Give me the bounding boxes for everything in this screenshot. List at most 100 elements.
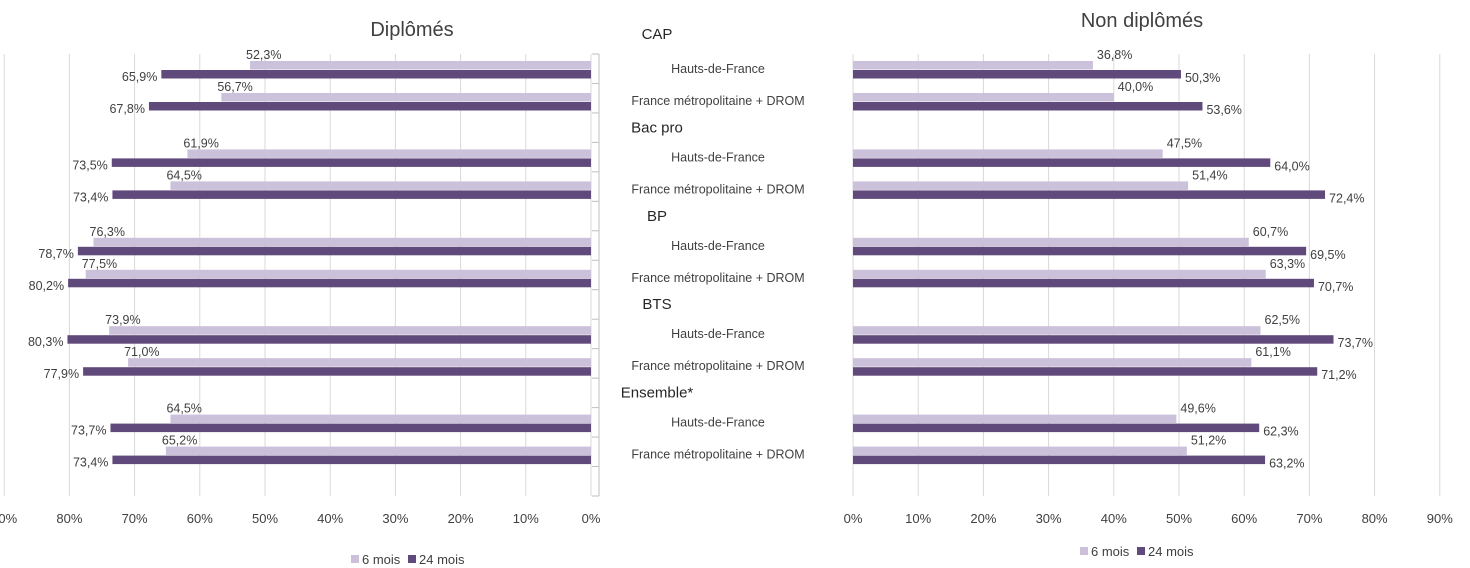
right-tick-label: 50% bbox=[1166, 511, 1192, 526]
left-value-label-24-mois: 67,8% bbox=[109, 102, 144, 116]
right-bar-24-mois bbox=[853, 246, 1307, 256]
right-value-label-24-mois: 72,4% bbox=[1329, 191, 1364, 205]
right-bar-24-mois bbox=[853, 102, 1203, 111]
left-tick-label: 10% bbox=[513, 511, 539, 526]
left-tick-label: 30% bbox=[382, 511, 408, 526]
left-bar-6-mois bbox=[85, 269, 591, 279]
category-label: Hauts-de-France bbox=[671, 239, 765, 253]
left-bar-6-mois bbox=[93, 237, 592, 247]
left-value-label-24-mois: 73,7% bbox=[71, 424, 106, 438]
right-bar-24-mois bbox=[853, 335, 1334, 344]
right-bar-24-mois bbox=[853, 158, 1271, 167]
legend-swatch-6-mois bbox=[351, 555, 359, 563]
right-value-label-24-mois: 50,3% bbox=[1185, 71, 1220, 85]
right-value-label-6-mois: 60,7% bbox=[1253, 225, 1288, 239]
left-tick-label: 70% bbox=[122, 511, 148, 526]
left-value-label-6-mois: 64,5% bbox=[166, 168, 201, 182]
legend-swatch-24-mois bbox=[1137, 547, 1145, 555]
left-value-label-6-mois: 77,5% bbox=[82, 257, 117, 271]
group-label: BTS bbox=[642, 296, 671, 313]
category-label: Hauts-de-France bbox=[671, 62, 765, 76]
left-value-label-24-mois: 73,4% bbox=[73, 456, 108, 470]
left-value-label-24-mois: 73,4% bbox=[73, 190, 108, 204]
left-bar-24-mois bbox=[161, 70, 591, 79]
left-value-label-6-mois: 71,0% bbox=[124, 345, 159, 359]
right-value-label-6-mois: 63,3% bbox=[1270, 257, 1305, 271]
legend-label-24-mois: 24 mois bbox=[419, 552, 465, 567]
right-value-label-6-mois: 62,5% bbox=[1265, 313, 1300, 327]
legend-right: 6 mois 24 mois bbox=[1080, 544, 1194, 559]
right-tick-label: 30% bbox=[1036, 511, 1062, 526]
legend-label-24-mois: 24 mois bbox=[1148, 544, 1194, 559]
right-tick-label: 80% bbox=[1362, 511, 1388, 526]
category-label: France métropolitaine + DROM bbox=[631, 182, 804, 196]
right-bar-24-mois bbox=[853, 423, 1260, 433]
left-bar-6-mois bbox=[128, 358, 591, 367]
right-bar-6-mois bbox=[853, 181, 1189, 190]
right-value-label-6-mois: 51,4% bbox=[1192, 168, 1227, 182]
right-bar-24-mois bbox=[853, 278, 1314, 288]
left-value-label-24-mois: 65,9% bbox=[122, 70, 157, 84]
legend-left: 6 mois 24 mois bbox=[351, 552, 465, 567]
right-value-label-24-mois: 64,0% bbox=[1274, 159, 1309, 173]
legend-swatch-6-mois bbox=[1080, 547, 1088, 555]
legend-label-6-mois: 6 mois bbox=[362, 552, 401, 567]
left-bar-6-mois bbox=[170, 414, 591, 424]
right-bar-6-mois bbox=[853, 237, 1249, 247]
right-chart-title: Non diplômés bbox=[1081, 10, 1203, 32]
right-bar-6-mois bbox=[853, 149, 1163, 158]
left-value-label-24-mois: 73,5% bbox=[72, 158, 107, 172]
value-labels: 52,3% 65,9% 36,8% 50,3% 56,7% 67,8% 40,0% 53,6%… bbox=[28, 48, 1373, 471]
left-bar-24-mois bbox=[77, 246, 592, 256]
left-bar-24-mois bbox=[148, 102, 591, 111]
left-bar-24-mois bbox=[67, 335, 592, 344]
category-label: France métropolitaine + DROM bbox=[631, 271, 804, 285]
right-bar-6-mois bbox=[853, 269, 1266, 279]
left-bar-6-mois bbox=[109, 326, 591, 335]
right-bar-24-mois bbox=[853, 455, 1266, 465]
left-bar-6-mois bbox=[170, 181, 591, 190]
left-bar-24-mois bbox=[112, 190, 591, 199]
left-bar-24-mois bbox=[110, 423, 591, 433]
legend-label-6-mois: 6 mois bbox=[1091, 544, 1130, 559]
left-bar-6-mois bbox=[187, 149, 592, 158]
category-axis: CAP Hauts-de-France France métropolitaine … bbox=[592, 26, 805, 497]
right-bar-6-mois bbox=[853, 358, 1252, 367]
left-bar-24-mois bbox=[112, 455, 591, 465]
left-bar-6-mois bbox=[250, 61, 591, 70]
left-tick-label: 40% bbox=[317, 511, 343, 526]
right-tick-label: 40% bbox=[1101, 511, 1127, 526]
left-value-label-24-mois: 77,9% bbox=[44, 367, 79, 381]
left-bar-24-mois bbox=[83, 367, 591, 376]
left-tick-label: 0% bbox=[582, 511, 601, 526]
right-tick-label: 20% bbox=[970, 511, 996, 526]
left-tick-label: 50% bbox=[252, 511, 278, 526]
right-value-label-6-mois: 36,8% bbox=[1097, 48, 1132, 62]
right-tick-label: 10% bbox=[905, 511, 931, 526]
left-tick-label: 20% bbox=[448, 511, 474, 526]
right-bar-6-mois bbox=[853, 326, 1261, 335]
category-label: France métropolitaine + DROM bbox=[631, 94, 804, 108]
left-tick-label: 80% bbox=[56, 511, 82, 526]
right-value-label-6-mois: 47,5% bbox=[1167, 136, 1202, 150]
group-label: Bac pro bbox=[631, 119, 683, 136]
category-label: Hauts-de-France bbox=[671, 327, 765, 341]
left-value-label-6-mois: 52,3% bbox=[246, 48, 281, 62]
right-tick-label: 60% bbox=[1231, 511, 1257, 526]
left-tick-label: 60% bbox=[187, 511, 213, 526]
left-chart-title: Diplômés bbox=[370, 19, 453, 41]
legend-swatch-24-mois bbox=[408, 555, 416, 563]
left-value-label-6-mois: 76,3% bbox=[90, 225, 125, 239]
right-value-label-24-mois: 73,7% bbox=[1338, 336, 1373, 350]
right-value-label-24-mois: 69,5% bbox=[1310, 248, 1345, 262]
category-label: Hauts-de-France bbox=[671, 416, 765, 430]
right-value-label-24-mois: 63,2% bbox=[1269, 457, 1304, 471]
category-label: France métropolitaine + DROM bbox=[631, 448, 804, 462]
right-bar-6-mois bbox=[853, 446, 1187, 456]
right-bar-24-mois bbox=[853, 190, 1326, 199]
left-bar-6-mois bbox=[165, 446, 591, 456]
right-value-label-24-mois: 71,2% bbox=[1321, 368, 1356, 382]
right-tick-label: 0% bbox=[844, 511, 863, 526]
category-label: Hauts-de-France bbox=[671, 150, 765, 164]
